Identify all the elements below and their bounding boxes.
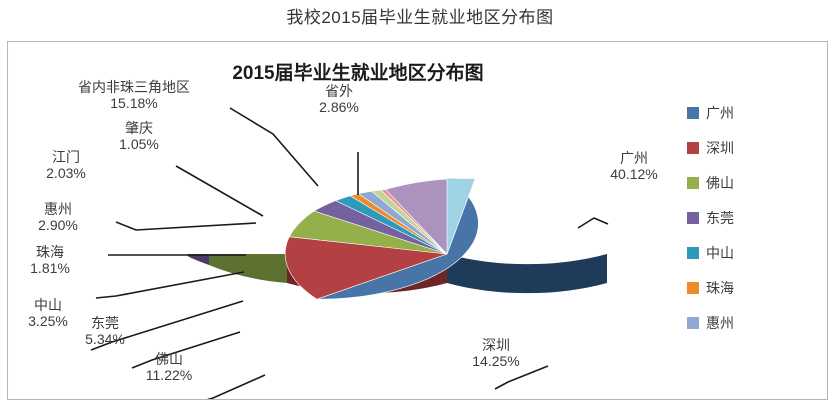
chart-title: 2015届毕业生就业地区分布图 xyxy=(232,63,484,84)
legend-label-zhongshan: 中山 xyxy=(706,244,734,261)
pie-slices xyxy=(284,177,479,300)
callout-zhaoqing-name: 肇庆 xyxy=(125,120,153,136)
callout-zhaoqing: 肇庆 1.05% xyxy=(96,120,182,152)
callout-dongguan-name: 东莞 xyxy=(91,315,119,331)
callout-zhaoqing-value: 1.05% xyxy=(119,136,159,153)
page-title: 我校2015届毕业生就业地区分布图 xyxy=(286,8,554,27)
callout-zhuhai-name: 珠海 xyxy=(36,244,64,260)
legend-swatch-guangzhou xyxy=(687,106,699,119)
pie-chart: 省内非珠三角地区 15.18% 省外 2.86% 肇庆 1.05% 江门 2.0… xyxy=(8,42,827,399)
pie-slice-shenzhen xyxy=(284,236,448,300)
pie-slice-out-province xyxy=(446,177,476,255)
legend-item-huizhou[interactable]: 惠州 xyxy=(687,305,817,340)
callout-out-province-name: 省外 xyxy=(325,83,353,99)
legend-item-zhuhai[interactable]: 珠海 xyxy=(687,270,817,305)
callout-zhuhai-value: 1.81% xyxy=(30,260,70,277)
legend-label-foshan: 佛山 xyxy=(706,174,734,191)
legend-swatch-dongguan xyxy=(687,211,699,224)
callout-jiangmen: 江门 2.03% xyxy=(26,149,106,181)
callout-guangzhou: 广州 40.12% xyxy=(588,150,680,182)
callout-shenzhen-name: 深圳 xyxy=(482,337,510,353)
legend-item-foshan[interactable]: 佛山 xyxy=(687,165,817,200)
callout-huizhou-name: 惠州 xyxy=(44,201,72,217)
legend-label-huizhou: 惠州 xyxy=(706,314,734,331)
legend-label-guangzhou: 广州 xyxy=(706,104,734,121)
callout-non-prd-name: 省内非珠三角地区 xyxy=(78,79,190,95)
callout-foshan: 佛山 11.22% xyxy=(126,351,212,383)
callout-guangzhou-name: 广州 xyxy=(620,150,648,166)
callout-out-province-value: 2.86% xyxy=(319,99,359,116)
legend-swatch-zhongshan xyxy=(687,246,699,259)
callout-jiangmen-value: 2.03% xyxy=(46,165,86,182)
callout-zhuhai: 珠海 1.81% xyxy=(10,244,90,276)
callout-jiangmen-name: 江门 xyxy=(52,149,80,165)
legend-label-zhuhai: 珠海 xyxy=(706,279,734,296)
callout-foshan-name: 佛山 xyxy=(155,351,183,367)
callout-non-prd-value: 15.18% xyxy=(110,95,158,112)
legend-swatch-foshan xyxy=(687,176,699,189)
callout-dongguan-value: 5.34% xyxy=(85,331,125,348)
leader-lines xyxy=(90,107,609,399)
callout-huizhou-value: 2.90% xyxy=(38,217,78,234)
callout-zhongshan-value: 3.25% xyxy=(28,313,68,330)
callout-zhongshan: 中山 3.25% xyxy=(8,297,88,329)
legend-item-dongguan[interactable]: 东莞 xyxy=(687,200,817,235)
callout-foshan-value: 11.22% xyxy=(145,367,193,384)
chart-panel: 2015届毕业生就业地区分布图 xyxy=(7,41,828,400)
legend-item-guangzhou[interactable]: 广州 xyxy=(687,95,817,130)
callout-guangzhou-value: 40.12% xyxy=(610,166,658,183)
pie-svg xyxy=(90,107,609,399)
callout-non-prd: 省内非珠三角地区 15.18% xyxy=(34,79,234,111)
legend-item-shenzhen[interactable]: 深圳 xyxy=(687,130,817,165)
callout-zhongshan-name: 中山 xyxy=(34,297,62,313)
callout-shenzhen-value: 14.25% xyxy=(472,353,520,370)
legend-label-dongguan: 东莞 xyxy=(706,209,734,226)
legend-swatch-zhuhai xyxy=(687,281,699,294)
callout-out-province: 省外 2.86% xyxy=(296,83,382,115)
legend-item-zhongshan[interactable]: 中山 xyxy=(687,235,817,270)
callout-shenzhen: 深圳 14.25% xyxy=(452,337,540,369)
callout-huizhou: 惠州 2.90% xyxy=(18,201,98,233)
callout-dongguan: 东莞 5.34% xyxy=(66,315,144,347)
legend-swatch-huizhou xyxy=(687,316,699,329)
legend-swatch-shenzhen xyxy=(687,141,699,154)
chart-legend: 广州 深圳 佛山 东莞 中山 珠海 惠州 xyxy=(687,95,817,340)
legend-label-shenzhen: 深圳 xyxy=(706,139,734,156)
